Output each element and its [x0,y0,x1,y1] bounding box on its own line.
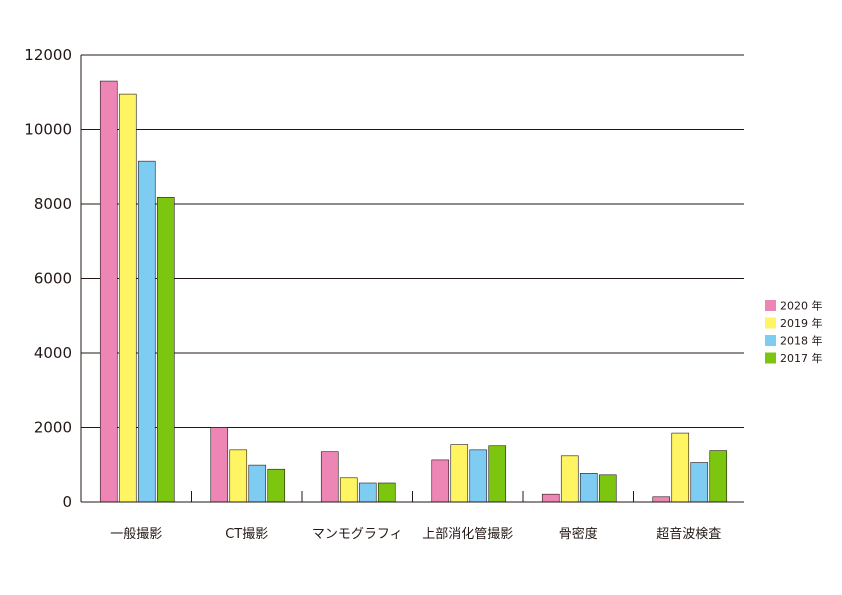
axes [80,55,744,503]
bar [320,451,339,503]
bar [229,449,248,503]
bar [690,462,709,503]
bar [598,474,617,503]
bar [99,80,118,503]
bar [652,496,671,503]
legend-swatch [765,300,776,311]
bar [156,196,175,503]
gridlines [81,54,744,428]
bar [358,482,377,503]
bar [137,160,156,503]
y-tick-label: 2000 [34,419,72,437]
bar [118,93,137,503]
legend-swatch [765,352,776,364]
legend-label: 2018 年 [780,334,823,348]
y-tick-label: 6000 [34,270,72,288]
legend-label: 2017 年 [780,351,823,365]
bar [560,455,579,503]
bar [210,427,229,503]
legend: 2020 年 2019 年 2018 年 2017 年 [765,299,823,365]
bar [377,482,396,503]
bar [450,444,469,503]
category-labels: 一般撮影 CT撮影 マンモグラフィ 上部消化管撮影 骨密度 超音波検査 [110,526,721,542]
bar [488,445,507,503]
legend-label: 2019 年 [780,316,823,330]
legend-swatch [765,335,776,346]
bar [579,473,598,503]
bar [248,464,267,503]
category-label: CT撮影 [225,526,268,542]
category-label: 上部消化管撮影 [422,526,513,542]
legend-swatch [765,317,776,329]
y-tick-label: 8000 [34,195,72,213]
bars [99,80,728,503]
bar [339,477,358,503]
bar [469,449,488,503]
category-label: 骨密度 [559,526,598,542]
bar [671,432,690,503]
legend-label: 2020 年 [780,299,823,313]
category-label: 超音波検査 [656,526,721,542]
y-tick-label: 12000 [24,46,72,64]
bar [431,459,450,503]
bar [541,493,560,503]
bar [267,468,286,503]
bar [709,450,728,503]
y-tick-label: 10000 [24,121,72,139]
category-label: マンモグラフィ [312,527,403,542]
category-label: 一般撮影 [110,526,162,542]
y-tick-label: 0 [62,493,72,511]
y-tick-labels: 0 2000 4000 6000 8000 10000 12000 [24,46,72,511]
y-tick-label: 4000 [34,344,72,362]
